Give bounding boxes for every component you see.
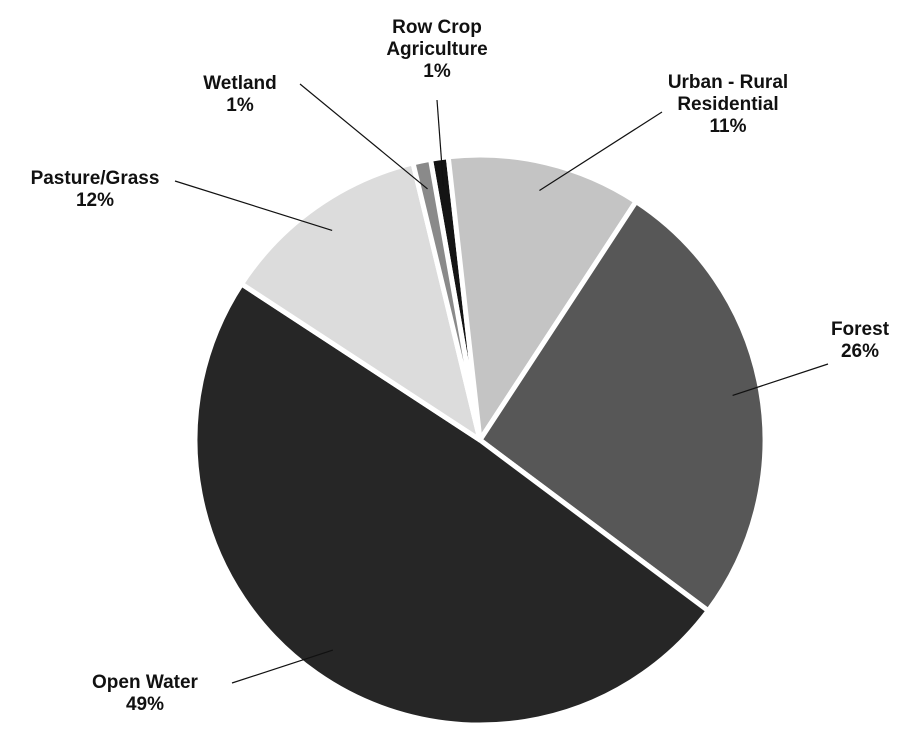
- category-name: Wetland: [203, 73, 277, 94]
- leader-line: [732, 363, 829, 397]
- slice-label: Pasture/Grass 12%: [0, 168, 195, 212]
- pie-slice: [477, 199, 768, 614]
- value-label: 49%: [125, 694, 165, 715]
- slice-label: Open Water 49%: [45, 672, 245, 716]
- value-label: 1%: [423, 61, 451, 82]
- pie-slice: [239, 160, 483, 443]
- value-label: 26%: [840, 341, 880, 362]
- category-name: Forest: [830, 319, 890, 340]
- slice-label: Urban - Rural Residential 11%: [628, 72, 828, 138]
- slice-label: Forest 26%: [810, 319, 910, 363]
- slice-label: Wetland 1%: [180, 73, 300, 117]
- leader-line: [436, 99, 445, 187]
- category-name: Row Crop Agriculture: [386, 17, 488, 60]
- pie-slice: [445, 152, 639, 443]
- leader-line: [231, 649, 334, 684]
- value-label: 11%: [709, 116, 747, 137]
- leader-line: [539, 111, 663, 191]
- category-name: Open Water: [92, 672, 198, 693]
- pie-slice: [192, 281, 711, 728]
- leader-line: [174, 180, 333, 231]
- pie-slice: [410, 156, 483, 443]
- category-name: Pasture/Grass: [30, 168, 160, 189]
- leader-line: [299, 83, 428, 190]
- slice-label: Row Crop Agriculture 1%: [362, 17, 512, 83]
- value-label: 12%: [75, 190, 115, 211]
- category-name: Urban - Rural Residential: [667, 72, 789, 115]
- value-label: 1%: [226, 95, 254, 116]
